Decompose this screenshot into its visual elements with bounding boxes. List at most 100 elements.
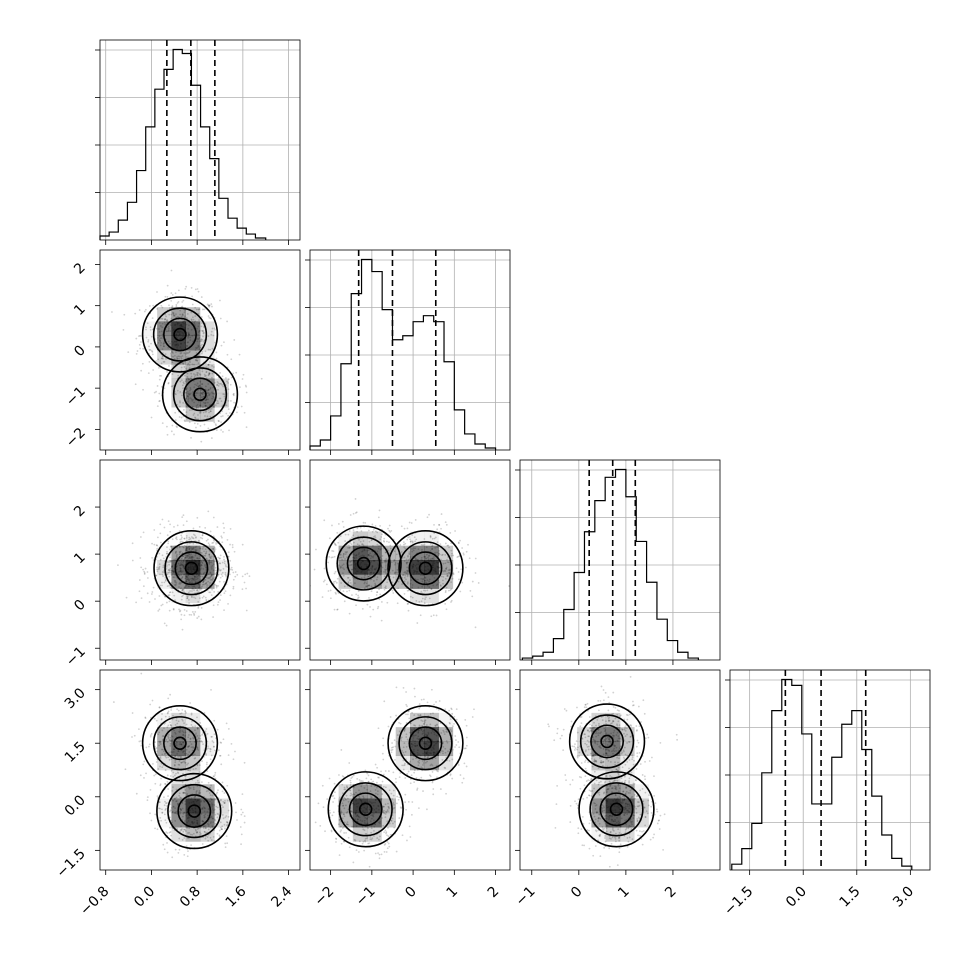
scatter-point	[172, 312, 175, 314]
scatter-point	[181, 590, 184, 592]
scatter-point	[204, 552, 207, 555]
scatter-point	[181, 628, 184, 631]
scatter-point	[446, 574, 449, 577]
scatter-point	[210, 688, 212, 691]
scatter-point	[225, 575, 228, 578]
scatter-point	[205, 832, 207, 834]
scatter-point	[195, 732, 197, 735]
axes-frame	[99, 39, 301, 241]
scatter-point	[176, 556, 178, 559]
scatter-point	[376, 766, 379, 769]
scatter-point	[449, 589, 452, 592]
scatter-point	[390, 746, 393, 749]
scatter-point	[397, 562, 399, 565]
scatter-point	[336, 608, 339, 611]
scatter-point	[602, 761, 605, 763]
scatter-point	[197, 749, 200, 751]
scatter-point	[341, 520, 344, 523]
scatter-point	[383, 540, 386, 543]
scatter-point	[349, 789, 352, 792]
scatter-point	[165, 738, 168, 741]
histogram-step-line	[99, 48, 267, 240]
scatter-point	[185, 411, 188, 414]
scatter-point	[174, 551, 177, 554]
scatter-point	[358, 795, 361, 798]
scatter-point	[425, 557, 428, 560]
scatter-point	[189, 737, 192, 740]
scatter-point	[184, 762, 187, 764]
scatter-point	[424, 598, 427, 600]
scatter-point	[339, 553, 342, 556]
scatter-point	[209, 786, 212, 789]
scatter-point	[243, 821, 246, 824]
scatter-point	[208, 792, 211, 794]
scatter-point	[424, 556, 427, 558]
scatter-point	[452, 725, 454, 728]
scatter-point	[172, 775, 175, 778]
scatter-point	[210, 333, 213, 336]
scatter-point	[191, 596, 193, 599]
panel-plot-area	[310, 498, 510, 629]
scatter-point	[214, 777, 217, 780]
scatter-point	[168, 716, 171, 718]
scatter-point	[198, 411, 201, 414]
scatter-point	[198, 525, 201, 528]
scatter-point	[223, 802, 226, 804]
scatter-point	[339, 535, 342, 537]
scatter-point	[352, 861, 355, 864]
scatter-point	[181, 595, 183, 598]
scatter-point	[363, 787, 366, 789]
scatter-point	[196, 747, 199, 749]
contour-line	[418, 736, 433, 750]
scatter-point	[166, 425, 168, 428]
scatter-point	[217, 813, 220, 816]
scatter-point	[409, 722, 412, 724]
scatter-point	[445, 740, 448, 742]
scatter-point	[207, 364, 210, 366]
scatter-point	[181, 781, 184, 784]
scatter-point	[339, 825, 342, 828]
scatter-point	[444, 554, 447, 556]
scatter-point	[360, 530, 363, 532]
scatter-point	[192, 542, 195, 545]
scatter-point	[170, 546, 172, 548]
scatter-point	[163, 622, 166, 625]
scatter-point	[431, 548, 433, 551]
scatter-point	[448, 546, 450, 549]
scatter-point	[198, 308, 201, 311]
scatter-point	[202, 330, 204, 333]
scatter-point	[392, 771, 395, 774]
scatter-point	[193, 796, 196, 799]
panel-plot-area	[547, 675, 679, 868]
scatter-point	[188, 542, 191, 545]
scatter-point	[166, 330, 169, 333]
scatter-point	[180, 613, 183, 616]
scatter-point	[168, 600, 171, 603]
scatter-point	[181, 815, 184, 818]
scatter-point	[448, 571, 450, 574]
scatter-point	[140, 672, 143, 675]
scatter-point	[187, 745, 190, 748]
scatter-point	[393, 806, 396, 809]
scatter-point	[149, 734, 152, 737]
scatter-point	[407, 801, 410, 803]
scatter-point	[398, 776, 401, 779]
scatter-point	[216, 812, 219, 815]
scatter-point	[131, 542, 134, 545]
scatter-point	[359, 526, 362, 529]
scatter-point	[186, 595, 188, 597]
scatter-point	[338, 796, 341, 799]
scatter-point	[244, 384, 247, 387]
scatter-point	[221, 571, 224, 574]
scatter-point	[341, 558, 344, 561]
scatter-point	[154, 773, 157, 776]
scatter-point	[431, 545, 434, 548]
scatter-point	[179, 380, 182, 383]
scatter-point	[191, 749, 194, 752]
scatter-point	[164, 715, 167, 718]
scatter-point	[143, 572, 146, 574]
scatter-point	[178, 405, 181, 408]
scatter-point	[361, 543, 364, 546]
scatter-point	[168, 313, 171, 316]
scatter-point	[212, 577, 214, 580]
